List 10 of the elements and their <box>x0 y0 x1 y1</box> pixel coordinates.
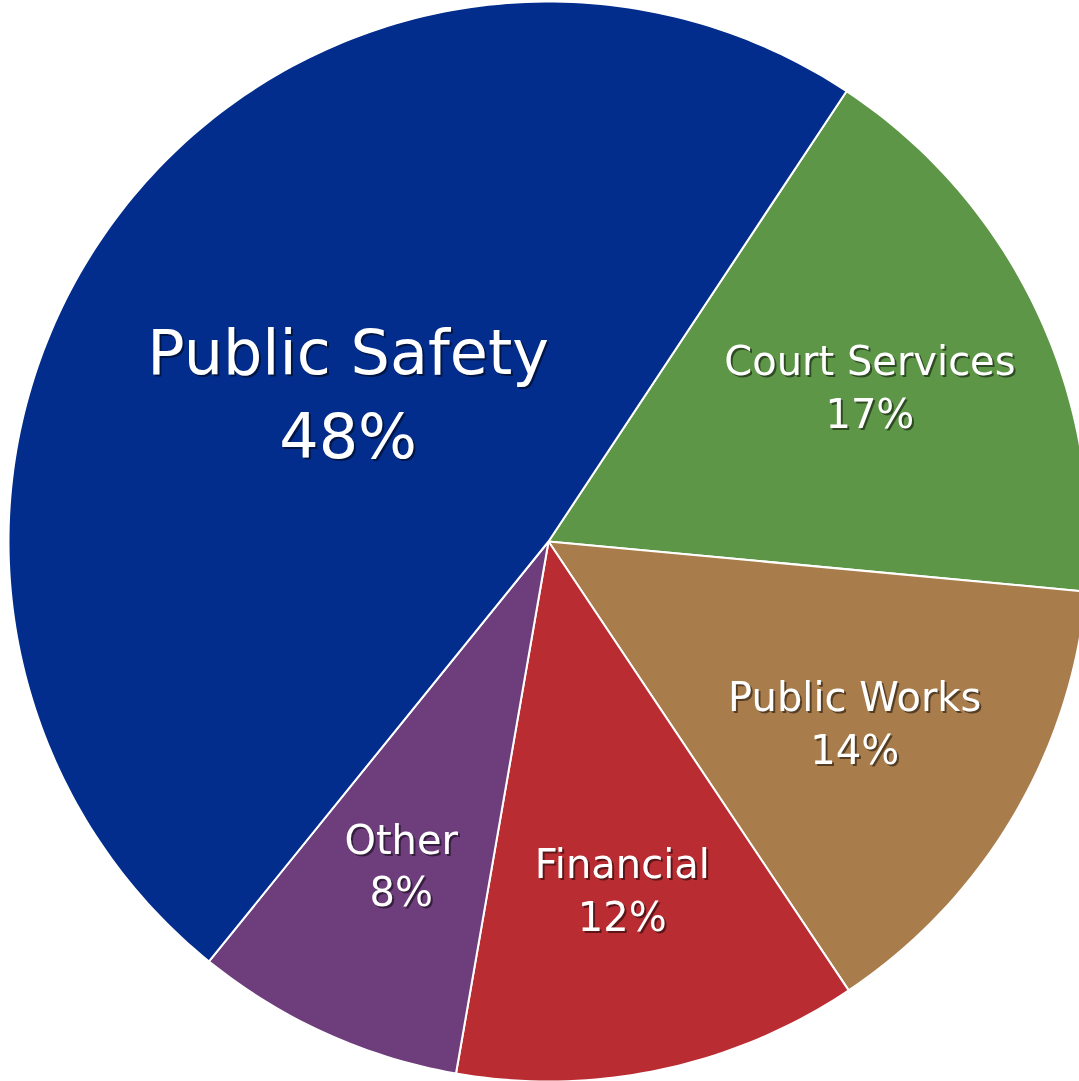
data-label: 48% <box>281 402 420 476</box>
slice-label: Financial <box>534 840 710 887</box>
slice-label: Public Safety <box>147 316 549 390</box>
data-label: 12% <box>579 895 669 942</box>
data-label: 17% <box>827 393 917 440</box>
slice-label: Court Services <box>724 338 1016 385</box>
slice-label: Other <box>344 816 459 863</box>
slice-label: Public Works <box>728 674 982 721</box>
data-label: 14% <box>812 729 902 776</box>
data-label: 8% <box>371 871 435 918</box>
